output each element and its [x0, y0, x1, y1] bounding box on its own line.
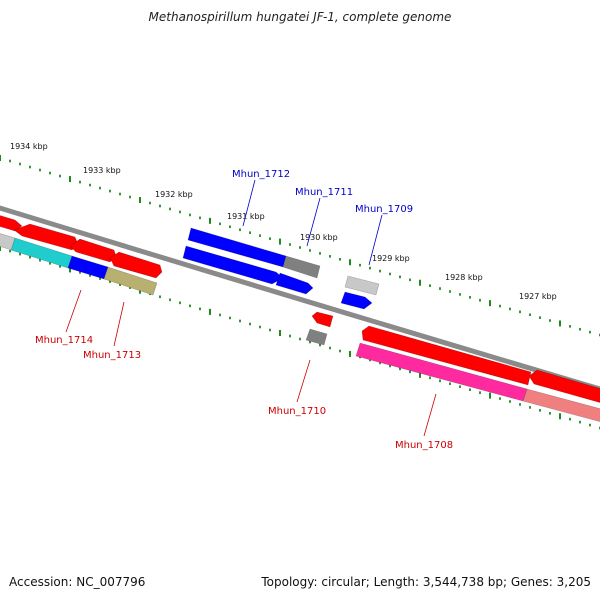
inner-scale-ticks — [0, 245, 600, 430]
accession-info: Accession: NC_007796 — [9, 575, 145, 589]
gene-block[interactable] — [340, 291, 373, 310]
gene-block[interactable] — [103, 266, 158, 296]
label-leader-line — [306, 197, 321, 247]
gene-label[interactable]: Mhun_1710 — [268, 406, 326, 417]
scale-label: 1928 kbp — [445, 273, 483, 282]
genome-summary: Topology: circular; Length: 3,544,738 bp… — [261, 575, 591, 589]
scale-label: 1932 kbp — [155, 190, 193, 199]
scale-label: 1927 kbp — [519, 292, 557, 301]
label-leader-line — [368, 214, 383, 266]
gene-label[interactable]: Mhun_1714 — [35, 335, 93, 346]
gene-block[interactable] — [361, 325, 532, 386]
scale-label: 1933 kbp — [83, 166, 121, 175]
genome-backbone — [0, 205, 600, 392]
accession-value: NC_007796 — [76, 575, 146, 589]
gene-block[interactable] — [275, 272, 314, 295]
gene-label[interactable]: Mhun_1712 — [232, 169, 290, 180]
map-title: Methanospirillum hungatei JF-1, complete… — [148, 10, 452, 24]
label-leader-line — [423, 393, 437, 437]
scale-label: 1934 kbp — [10, 142, 48, 151]
gene-label[interactable]: Mhun_1708 — [395, 440, 453, 451]
gene-block[interactable] — [69, 238, 117, 263]
outer-scale-ticks — [0, 155, 600, 337]
label-leader-line — [65, 289, 82, 333]
gene-label[interactable]: Mhun_1709 — [355, 204, 413, 215]
gene-block[interactable] — [282, 255, 321, 279]
gene-block[interactable] — [522, 388, 600, 423]
scale-label: 1930 kbp — [300, 233, 338, 242]
gene-block[interactable] — [311, 311, 334, 328]
gene-block[interactable] — [305, 328, 328, 346]
gene-block[interactable] — [344, 275, 380, 296]
label-leader-line — [296, 359, 311, 403]
label-leader-line — [242, 179, 256, 227]
gene-block[interactable] — [528, 369, 600, 404]
accession-label: Accession: — [9, 575, 73, 589]
scale-label: 1929 kbp — [372, 254, 410, 263]
gene-block[interactable] — [13, 223, 79, 251]
label-leader-line — [113, 301, 125, 347]
gene-block[interactable] — [109, 251, 163, 279]
gene-label[interactable]: Mhun_1713 — [83, 350, 141, 361]
gene-label[interactable]: Mhun_1711 — [295, 187, 353, 198]
